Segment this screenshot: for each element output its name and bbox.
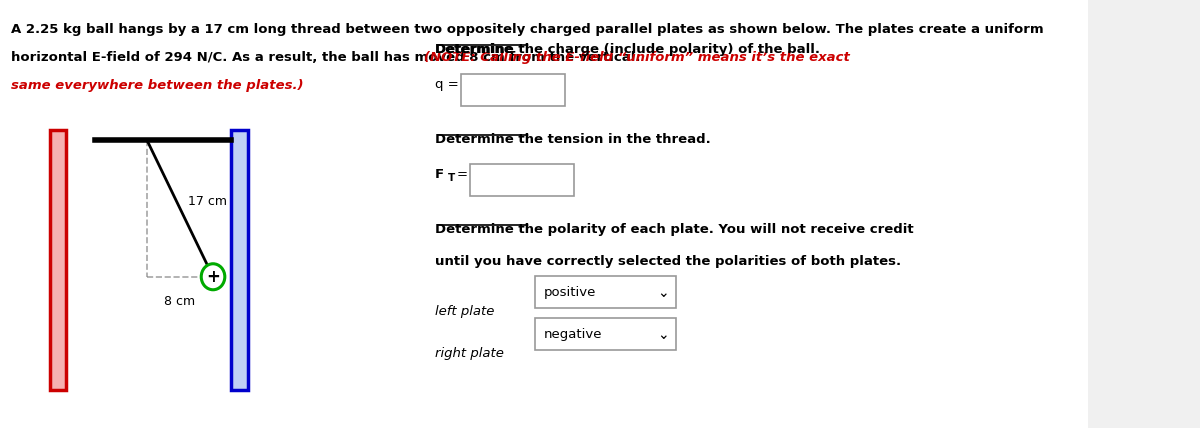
Text: until you have correctly selected the polarities of both plates.: until you have correctly selected the po…: [436, 255, 901, 268]
Text: ⌄: ⌄: [658, 328, 670, 342]
Text: =: =: [457, 168, 468, 181]
Text: ⌄: ⌄: [658, 286, 670, 300]
FancyBboxPatch shape: [461, 74, 565, 106]
FancyBboxPatch shape: [50, 130, 66, 390]
FancyBboxPatch shape: [469, 164, 574, 196]
FancyBboxPatch shape: [232, 130, 247, 390]
Text: positive: positive: [544, 286, 596, 300]
Text: 17 cm: 17 cm: [187, 195, 227, 208]
Text: horizontal E-field of 294 N/C. As a result, the ball has moved 8 cm from the ver: horizontal E-field of 294 N/C. As a resu…: [11, 51, 646, 64]
Text: Determine: Determine: [436, 43, 514, 56]
Text: Determine the charge (include polarity) of the ball.: Determine the charge (include polarity) …: [436, 43, 821, 56]
Text: +: +: [206, 268, 220, 286]
Text: left plate: left plate: [436, 305, 494, 318]
Text: A 2.25 kg ball hangs by a 17 cm long thread between two oppositely charged paral: A 2.25 kg ball hangs by a 17 cm long thr…: [11, 23, 1044, 36]
Text: 8 cm: 8 cm: [164, 295, 196, 308]
FancyBboxPatch shape: [535, 276, 676, 308]
Text: q =: q =: [436, 78, 458, 91]
Text: right plate: right plate: [436, 347, 504, 360]
Text: same everywhere between the plates.): same everywhere between the plates.): [11, 79, 304, 92]
Text: (NOTE: Calling the E-field “uniform” means it’s the exact: (NOTE: Calling the E-field “uniform” mea…: [425, 51, 851, 64]
Text: Determine the tension in the thread.: Determine the tension in the thread.: [436, 133, 710, 146]
Text: T: T: [448, 173, 455, 183]
Circle shape: [202, 264, 224, 290]
Text: negative: negative: [544, 329, 602, 342]
Text: F: F: [436, 168, 444, 181]
Text: Determine the polarity of each plate. You will not receive credit: Determine the polarity of each plate. Yo…: [436, 223, 914, 236]
FancyBboxPatch shape: [535, 318, 676, 350]
